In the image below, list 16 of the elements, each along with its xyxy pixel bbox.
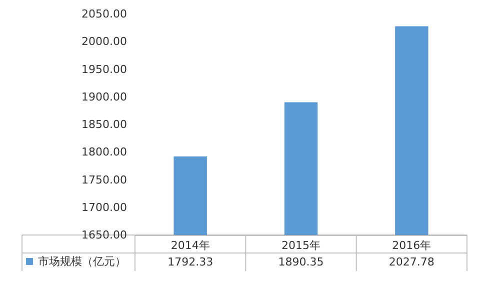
y-tick-label: 1900.00 xyxy=(82,90,127,104)
y-tick-label: 1950.00 xyxy=(82,62,127,76)
x-tick-label: 2016年 xyxy=(392,239,432,252)
y-tick-label: 1650.00 xyxy=(82,228,127,242)
data-label: 1890.35 xyxy=(278,256,324,268)
x-tick-label: 2014年 xyxy=(170,239,210,252)
y-tick-label: 1700.00 xyxy=(82,200,127,214)
legend-label: 市场规模（亿元） xyxy=(38,255,126,268)
data-label: 2027.78 xyxy=(388,256,434,268)
data-label: 1792.33 xyxy=(168,256,214,268)
y-tick-label: 2050.00 xyxy=(82,8,127,20)
y-tick-label: 1850.00 xyxy=(82,118,127,131)
y-tick-label: 2000.00 xyxy=(82,35,127,48)
y-tick-label: 1750.00 xyxy=(82,173,127,186)
x-tick-label: 2015年 xyxy=(282,239,320,252)
y-tick-label: 1800.00 xyxy=(82,146,127,159)
